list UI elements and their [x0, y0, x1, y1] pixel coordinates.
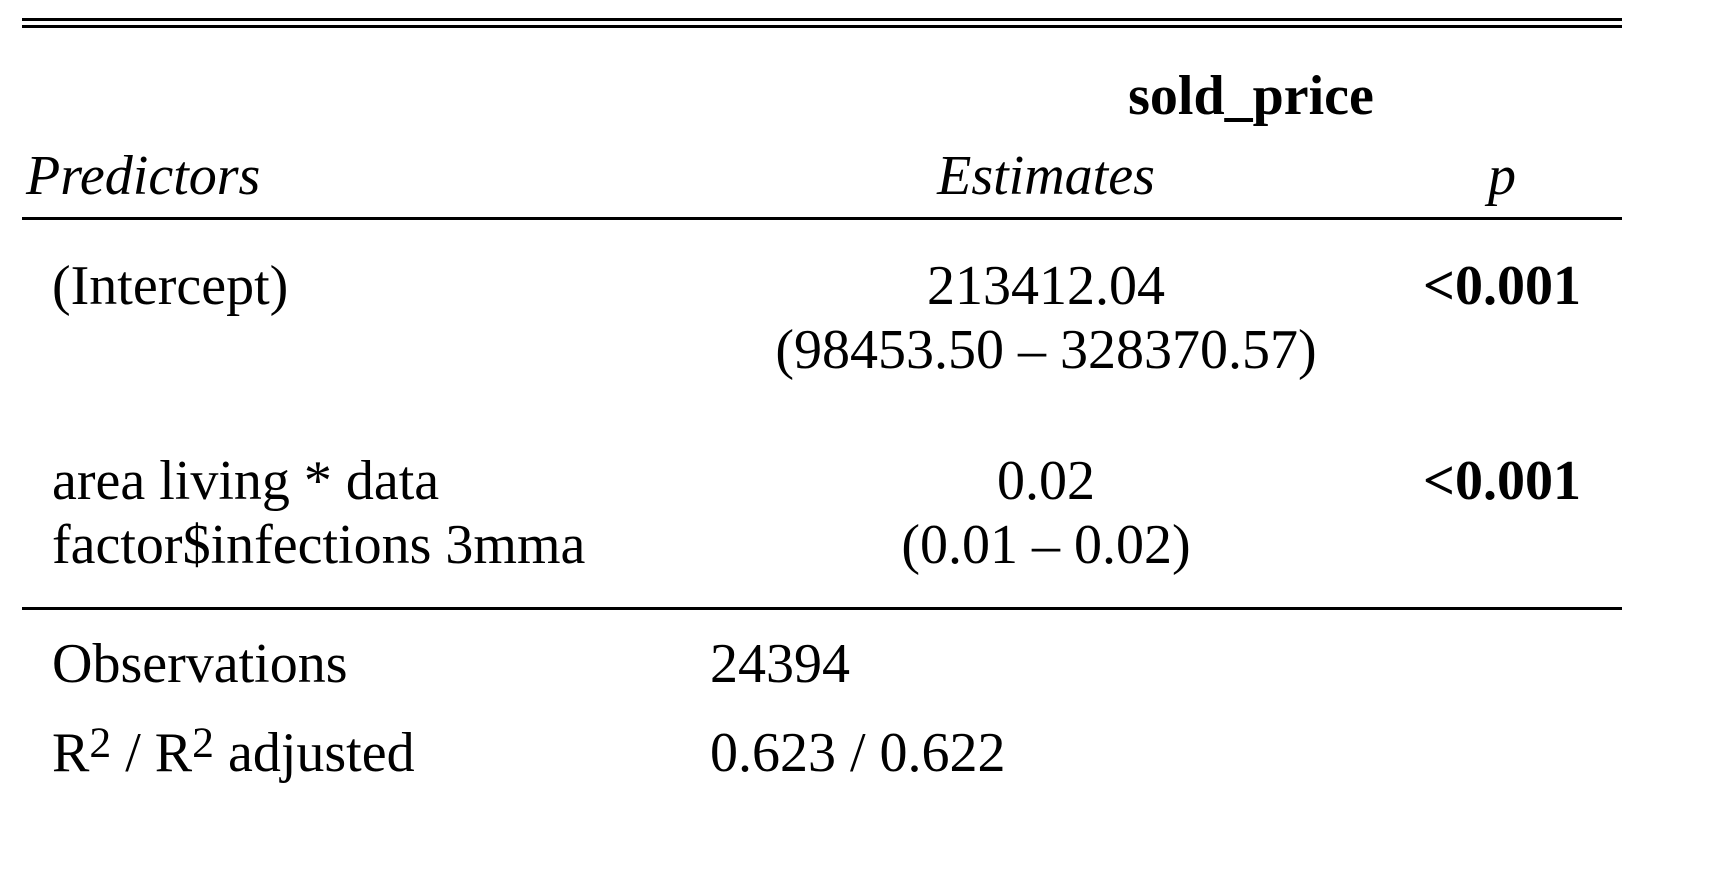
- header-p: p: [1382, 144, 1623, 220]
- table-row: area living * data factor$infections 3mm…: [22, 382, 1623, 611]
- r-squared-adjusted-superscript: 2: [192, 718, 214, 767]
- observations-row: Observations 24394: [22, 609, 1622, 697]
- predictor-label-line-2: factor$infections 3mma: [52, 513, 586, 576]
- dependent-variable-label: sold_price: [1128, 65, 1374, 127]
- confidence-interval: (98453.50 – 328370.57): [775, 319, 1317, 382]
- estimate-cell: 0.02 (0.01 – 0.02): [710, 382, 1382, 611]
- r-squared-label-separator: / R: [111, 721, 193, 784]
- p-value: <0.001: [1382, 382, 1623, 611]
- top-double-rule: [22, 18, 1622, 28]
- predictor-cell: (Intercept): [22, 218, 710, 382]
- r-squared-row: R2 / R2 adjusted 0.623 / 0.622: [22, 697, 1622, 785]
- r-squared-label: R2 / R2 adjusted: [22, 697, 710, 785]
- header-predictors: Predictors: [22, 144, 710, 220]
- predictor-cell: area living * data factor$infections 3mm…: [22, 382, 710, 611]
- r-squared-label-r: R: [52, 721, 90, 784]
- r-squared-value: 0.623 / 0.622: [710, 721, 1006, 784]
- regression-table-grid: sold_price Predictors Estimates p (Inter…: [22, 28, 1623, 785]
- observations-label: Observations: [52, 633, 348, 696]
- confidence-interval: (0.01 – 0.02): [901, 513, 1191, 576]
- predictor-label-line-1: area living * data: [52, 449, 440, 512]
- estimate-cell: 213412.04 (98453.50 – 328370.57): [710, 218, 1382, 382]
- r-squared-superscript: 2: [89, 718, 112, 767]
- predictor-label: (Intercept): [52, 254, 289, 317]
- estimate-value: 213412.04: [927, 254, 1165, 317]
- observations-value: 24394: [710, 633, 850, 696]
- estimate-value: 0.02: [997, 449, 1095, 512]
- header-row: Predictors Estimates p: [22, 144, 1623, 220]
- dependent-variable-row: sold_price: [22, 28, 1622, 144]
- header-estimates: Estimates: [710, 144, 1382, 220]
- empty-cell: [22, 28, 710, 144]
- regression-table: sold_price Predictors Estimates p (Inter…: [22, 18, 1623, 785]
- r-squared-label-tail: adjusted: [213, 721, 415, 784]
- table-row: (Intercept) 213412.04 (98453.50 – 328370…: [22, 218, 1622, 382]
- p-value: <0.001: [1423, 254, 1581, 317]
